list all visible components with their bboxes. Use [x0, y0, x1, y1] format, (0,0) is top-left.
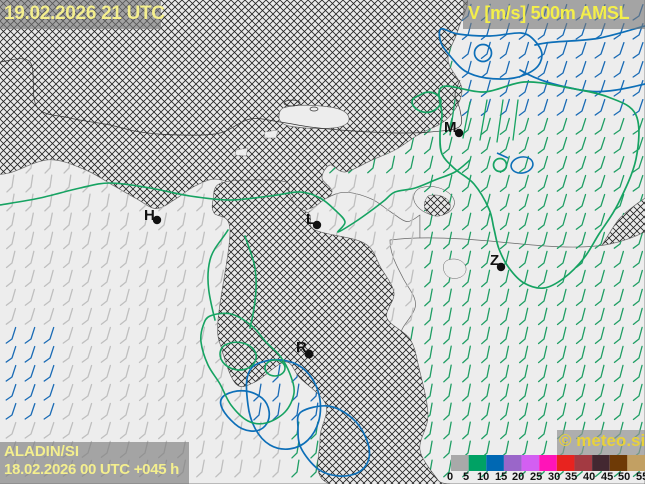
svg-text:M: M	[444, 119, 457, 136]
